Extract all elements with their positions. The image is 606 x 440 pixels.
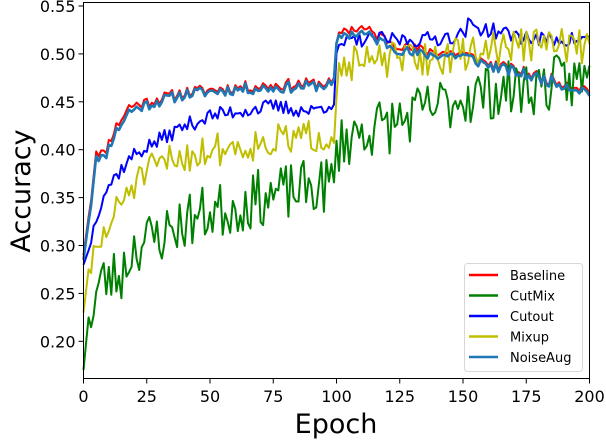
legend-label-noiseaug: NoiseAug: [510, 351, 571, 366]
y-tick-label: 0.50: [40, 45, 76, 64]
x-tick-label: 100: [321, 387, 352, 406]
legend-label-cutout: Cutout: [510, 310, 554, 325]
x-axis-ticks: 0 25 50 75 100 125 150 175 200: [78, 378, 605, 406]
y-tick-label: 0.20: [40, 332, 76, 351]
x-tick-label: 25: [137, 387, 157, 406]
y-tick-label: 0.55: [40, 0, 76, 16]
series-line-cutmix: [82, 54, 591, 371]
legend-label-mixup: Mixup: [510, 331, 549, 346]
legend-box: [464, 263, 583, 372]
x-tick-label: 0: [78, 387, 88, 406]
y-axis-title: Accuracy: [6, 129, 37, 252]
x-tick-label: 200: [574, 387, 605, 406]
y-tick-label: 0.35: [40, 189, 76, 208]
y-tick-label: 0.40: [40, 141, 76, 160]
x-axis-title: Epoch: [295, 409, 378, 440]
legend: Baseline CutMix Cutout Mixup NoiseAug: [464, 263, 583, 372]
plot-lines: [82, 17, 591, 371]
y-tick-label: 0.30: [40, 237, 76, 256]
x-tick-label: 50: [200, 387, 220, 406]
y-axis-ticks: 0.20 0.25 0.30 0.35 0.40 0.45 0.50 0.55: [40, 0, 84, 351]
y-tick-label: 0.25: [40, 284, 76, 303]
legend-label-cutmix: CutMix: [510, 290, 555, 305]
legend-label-baseline: Baseline: [510, 269, 565, 284]
x-tick-label: 175: [511, 387, 542, 406]
x-tick-label: 150: [448, 387, 479, 406]
series-line-mixup: [82, 28, 591, 313]
series-line-noiseaug: [82, 29, 591, 261]
x-tick-label: 75: [263, 387, 283, 406]
x-tick-label: 125: [384, 387, 415, 406]
y-tick-label: 0.45: [40, 93, 76, 112]
